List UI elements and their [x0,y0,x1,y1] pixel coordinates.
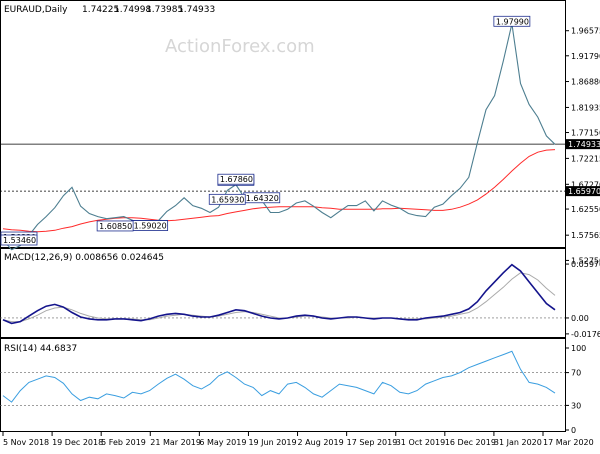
level-label-box [96,220,134,232]
y-tick-label: 1.77150 [571,129,600,138]
price-tag-box [566,186,600,197]
macd-plot [0,263,565,325]
price-plot: 1.676501.678601.643201.590501.568301.659… [0,15,565,251]
rsi-y-tick-label: 70 [571,369,581,378]
axes-labels: 1.96575 1.91790 1.86880 1.81935 1.77150 1.722… [2,27,600,447]
x-tick-label: 5 Feb 2019 [101,438,146,447]
y-tick-label: 1.91790 [571,52,600,61]
y-tick-label: 1.72215 [571,154,600,163]
level-label-box [493,15,531,27]
price-tag-box [566,139,600,150]
x-tick-label: 19 Jun 2019 [248,438,296,447]
rsi-title: RSI(14) 44.6837 [4,344,77,354]
rsi-y-tick-label: 0 [571,426,576,435]
price-tag: 1.74933 [568,140,600,149]
y-tick-label: 1.81935 [571,103,600,112]
price-panel-frame [0,0,566,248]
macd-signal-line [2,272,556,323]
symbol-label: EURAUD,Daily [4,5,68,15]
macd-title: MACD(12,26,9) 0.008656 0.024645 [4,253,164,263]
rsi-y-tick-label: 30 [571,401,581,410]
y-tick-label: 1.52750 [571,256,600,265]
level-label: 1.67860 [220,175,253,184]
x-tick-label: 31 Oct 2019 [396,438,445,447]
level-label: 1.53460 [3,236,36,245]
ohlc-close: 1.74933 [178,5,215,15]
x-tick-label: 5 Nov 2018 [3,438,49,447]
y-tick-label: 1.62550 [571,205,600,214]
rsi-y-tick-label: 100 [571,344,586,353]
rsi-panel-frame [0,338,566,432]
rsi-plot [0,350,565,406]
y-tick-label: 1.96575 [571,27,600,36]
watermark: ActionForex.com [165,36,315,57]
macd-y-tick-label: 0.059708 [571,260,600,269]
level-label-box [217,173,255,185]
price-line [2,23,556,251]
x-tick-label: 16 Dec 2019 [445,438,496,447]
y-tick-label: 1.57565 [571,231,600,240]
macd-panel-frame [0,248,566,338]
level-label: 1.65930 [211,195,244,204]
x-tick-label: 31 Jan 2020 [494,438,542,447]
ohlc-open: 1.74225 [82,5,119,15]
macd-y-tick-label: 0.00 [571,314,589,323]
y-tick-label: 1.67270 [571,180,600,189]
level-label: 1.60850 [99,222,132,231]
x-tick-label: 21 Mar 2019 [150,438,201,447]
y-tick-label: 1.86880 [571,78,600,87]
ma-line [2,149,556,233]
x-tick-label: 2 Aug 2019 [298,438,344,447]
x-tick-label: 6 May 2019 [199,438,246,447]
price-tag: 1.65970 [568,187,600,196]
x-tick-label: 17 Sep 2019 [347,438,398,447]
level-label: 1.97990 [496,17,529,26]
level-label: 1.64320 [246,194,279,203]
x-tick-label: 19 Dec 2018 [52,438,103,447]
level-label: 1.59020 [134,222,167,231]
level-label-box [0,234,38,246]
ohlc-low: 1.73985 [146,5,183,15]
rsi-line [2,350,556,403]
macd-line [2,263,556,325]
ohlc-high: 1.74998 [114,5,151,15]
macd-y-tick-label: -0.017661 [571,330,600,339]
x-tick-label: 17 Mar 2020 [543,438,594,447]
level-label-box [208,193,246,205]
